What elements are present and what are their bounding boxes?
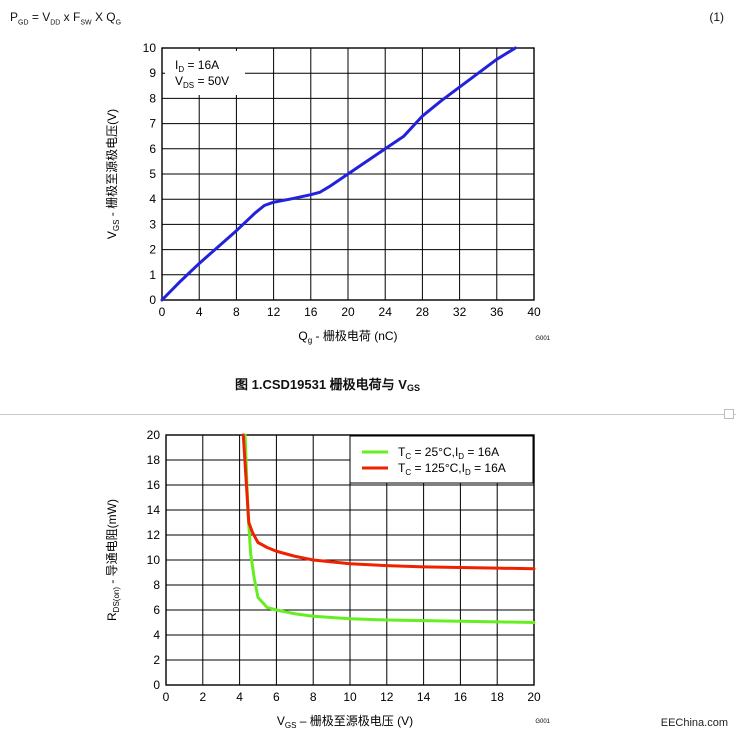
gate-charge-x-tick-label: 32 (453, 305, 467, 319)
gate-charge-y-tick-label: 4 (149, 192, 156, 206)
rds-on-y-tick-label: 20 (147, 428, 161, 442)
rds-on-x-tick-label: 10 (343, 690, 357, 704)
rds-on-tick-labels: 0 2 4 6 8 10 12 14 16 18 20 0 2 4 6 8 10 12 14 16 18 20 (147, 428, 541, 704)
rds-on-series-line-0 (243, 433, 536, 624)
gate-charge-y-tick-label: 10 (143, 41, 157, 55)
gate-charge-x-tick-label: 28 (416, 305, 430, 319)
equation: PGD = VDD x FSW X QG (10, 10, 122, 27)
gate-charge-y-tick-label: 8 (149, 91, 156, 105)
rds-on-series (241, 433, 536, 624)
rds-on-code-label: G001 (535, 719, 550, 725)
rds-on-y-tick-label: 4 (153, 628, 160, 642)
gate-charge-x-tick-label: 20 (341, 305, 355, 319)
rds-on-series-line-1 (241, 433, 536, 571)
rds-on-x-tick-label: 4 (236, 690, 243, 704)
gate-charge-x-tick-label: 12 (267, 305, 281, 319)
rds-on-x-tick-label: 16 (454, 690, 468, 704)
gate-charge-y-tick-label: 2 (149, 243, 156, 257)
gate-charge-y-tick-label: 7 (149, 117, 156, 131)
rds-on-x-tick-label: 2 (199, 690, 206, 704)
gate-charge-y-tick-label: 1 (149, 268, 156, 282)
rds-on-y-tick-label: 10 (147, 553, 161, 567)
rds-on-x-tick-label: 12 (380, 690, 394, 704)
rds-on-y-tick-label: 8 (153, 578, 160, 592)
rds-on-y-tick-label: 16 (147, 478, 161, 492)
rds-on-x-tick-label: 6 (273, 690, 280, 704)
figure-caption: 图 1.CSD19531 栅极电荷与 VGS (235, 377, 420, 393)
rds-on-x-tick-label: 20 (527, 690, 541, 704)
rds-on-x-tick-label: 18 (491, 690, 505, 704)
gate-charge-y-tick-label: 5 (149, 167, 156, 181)
gate-charge-x-tick-label: 16 (304, 305, 318, 319)
rds-on-legend (349, 435, 534, 484)
gate-charge-y-tick-label: 6 (149, 142, 156, 156)
gate-charge-x-tick-label: 0 (159, 305, 166, 319)
gate-charge-x-tick-label: 4 (196, 305, 203, 319)
divider-handle-icon (724, 409, 734, 419)
rds-on-plot-frame (165, 434, 535, 686)
rds-on-y-axis-label: RDS(on) - 导通电阻(mW) (105, 499, 121, 621)
rds-on-y-tick-label: 6 (153, 603, 160, 617)
rds-on-y-tick-label: 2 (153, 653, 160, 667)
gate-charge-y-tick-label: 0 (149, 293, 156, 307)
gate-charge-annotation-box (165, 51, 245, 95)
legend-label-125c: TC = 125°C,ID = 16A (398, 461, 506, 477)
rds-on-x-tick-label: 14 (417, 690, 431, 704)
rds-on-y-tick-label: 14 (147, 503, 161, 517)
gate-charge-y-tick-label: 9 (149, 66, 156, 80)
section-divider (0, 414, 736, 415)
gate-charge-x-axis-label: Qg - 栅极电荷 (nC) (298, 328, 397, 345)
gate-charge-y-tick-label: 3 (149, 217, 156, 231)
rds-on-y-tick-label: 18 (147, 453, 161, 467)
rds-on-y-tick-label: 0 (153, 678, 160, 692)
gate-charge-y-axis-label: VGS - 栅极至源极电压(V) (104, 109, 121, 239)
rds-on-x-tick-label: 8 (310, 690, 317, 704)
gate-charge-series-line-0 (160, 46, 517, 302)
gate-charge-code-label: G001 (535, 336, 550, 342)
rds-on-x-axis-label: VGS – 栅极至源极电压 (V) (277, 713, 413, 730)
equation-number: (1) (709, 10, 724, 24)
legend-label-25c: TC = 25°C,ID = 16A (398, 445, 499, 461)
gate-charge-annotation-voltage: VDS = 50V (175, 74, 229, 90)
gate-charge-x-tick-label: 8 (233, 305, 240, 319)
gate-charge-x-tick-label: 36 (490, 305, 504, 319)
gate-charge-annotation-current: ID = 16A (175, 58, 219, 74)
rds-on-y-tick-label: 12 (147, 528, 161, 542)
gate-charge-x-tick-label: 24 (379, 305, 393, 319)
gate-charge-plot-frame (161, 47, 535, 301)
gate-charge-series (160, 46, 517, 302)
rds-on-x-tick-label: 0 (163, 690, 170, 704)
site-watermark: EEChina.com (660, 717, 728, 729)
gate-charge-x-tick-label: 40 (527, 305, 541, 319)
